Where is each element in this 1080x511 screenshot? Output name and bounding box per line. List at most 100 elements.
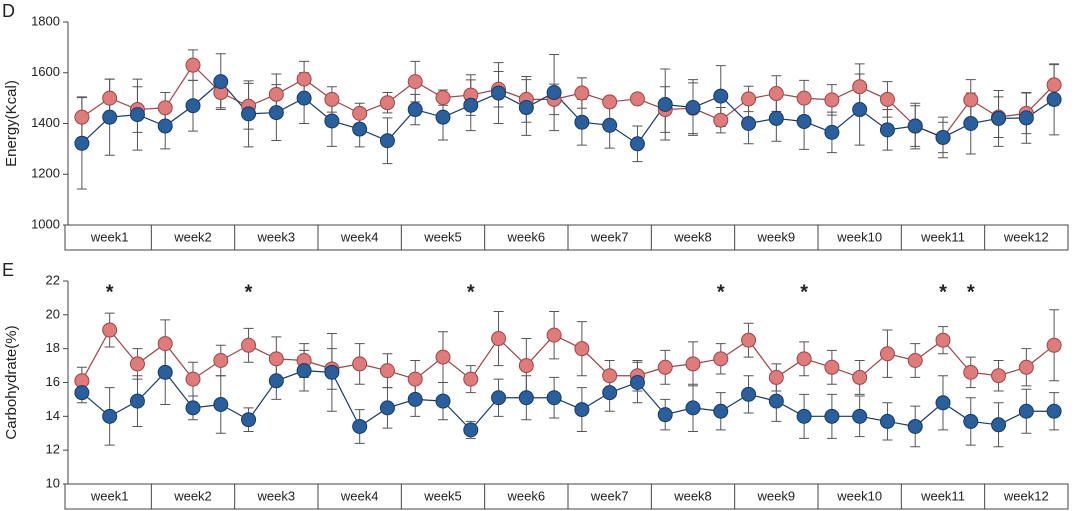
marker	[435, 349, 451, 365]
marker	[685, 100, 701, 116]
marker	[546, 85, 562, 101]
marker	[852, 369, 868, 385]
marker	[713, 88, 729, 104]
marker	[963, 413, 979, 429]
y-tick-label: 16	[46, 374, 60, 389]
series-line	[81, 370, 1055, 431]
x-tick-label: week8	[673, 229, 712, 244]
x-tick-label: week2	[173, 229, 212, 244]
marker	[879, 346, 895, 362]
marker	[352, 105, 368, 121]
y-tick-label: 1800	[31, 13, 60, 28]
marker	[713, 403, 729, 419]
marker	[241, 106, 257, 122]
marker	[268, 351, 284, 367]
marker	[268, 373, 284, 389]
marker	[685, 356, 701, 372]
x-tick-label: week10	[836, 488, 882, 503]
marker	[74, 385, 90, 401]
marker	[157, 336, 173, 352]
panel-label: E	[2, 260, 14, 280]
y-tick-label: 18	[46, 340, 60, 355]
significance-mark: *	[106, 281, 114, 303]
y-axis-label: Carbohydrate(%)	[3, 325, 20, 439]
y-tick-label: 1200	[31, 166, 60, 181]
marker	[463, 97, 479, 113]
x-tick-label: week4	[340, 488, 379, 503]
marker	[185, 57, 201, 73]
marker	[324, 113, 340, 129]
marker	[602, 117, 618, 133]
marker	[768, 86, 784, 102]
marker	[352, 356, 368, 372]
marker	[1018, 110, 1034, 126]
x-tick-label: week12	[1003, 229, 1049, 244]
x-tick-label: week8	[673, 488, 712, 503]
marker	[379, 400, 395, 416]
y-axis-label: Energy(Kcal)	[3, 80, 20, 167]
marker	[102, 109, 118, 125]
marker	[102, 90, 118, 106]
marker	[268, 105, 284, 121]
x-tick-label: week1	[90, 488, 129, 503]
marker	[796, 408, 812, 424]
marker	[407, 391, 423, 407]
x-tick-label: week2	[173, 488, 212, 503]
marker	[768, 369, 784, 385]
marker	[157, 100, 173, 116]
marker	[741, 116, 757, 131]
marker	[963, 116, 979, 131]
marker	[1046, 403, 1062, 419]
marker	[185, 98, 201, 114]
x-tick-label: week3	[257, 488, 296, 503]
marker	[296, 90, 312, 106]
x-tick-label: week11	[920, 229, 965, 244]
marker	[491, 85, 507, 101]
x-tick-label: week6	[507, 488, 546, 503]
marker	[935, 129, 951, 145]
y-tick-label: 14	[46, 408, 60, 423]
y-tick-label: 22	[46, 272, 60, 287]
marker	[907, 118, 923, 134]
marker	[602, 385, 618, 401]
x-tick-label: week6	[507, 229, 546, 244]
x-tick-label: week7	[590, 488, 629, 503]
marker	[185, 400, 201, 416]
series-line	[81, 328, 1055, 382]
marker	[241, 412, 257, 428]
y-tick-label: 1600	[31, 64, 60, 79]
marker	[379, 95, 395, 111]
marker	[629, 375, 645, 390]
marker	[852, 79, 868, 95]
panel-label: D	[2, 1, 15, 21]
marker	[518, 358, 534, 374]
marker	[463, 371, 479, 387]
marker	[324, 364, 340, 380]
marker	[463, 422, 479, 438]
significance-mark: *	[717, 281, 725, 303]
y-tick-label: 12	[46, 442, 60, 457]
x-tick-label: week12	[1003, 488, 1049, 503]
marker	[268, 86, 284, 102]
significance-mark: *	[467, 281, 475, 303]
marker	[991, 110, 1007, 126]
marker	[491, 390, 507, 406]
significance-mark: *	[245, 281, 253, 303]
y-tick-label: 10	[46, 475, 60, 490]
marker	[768, 393, 784, 409]
marker	[991, 368, 1007, 384]
marker	[213, 74, 229, 90]
y-tick-label: 1400	[31, 115, 60, 130]
category-strip	[64, 224, 1069, 251]
marker	[907, 353, 923, 369]
marker	[657, 359, 673, 375]
marker	[296, 71, 312, 87]
marker	[907, 418, 923, 434]
marker	[574, 114, 590, 130]
x-tick-label: week9	[757, 229, 796, 244]
marker	[574, 341, 590, 357]
marker	[213, 353, 229, 369]
x-tick-label: week7	[590, 229, 629, 244]
marker	[602, 94, 618, 110]
